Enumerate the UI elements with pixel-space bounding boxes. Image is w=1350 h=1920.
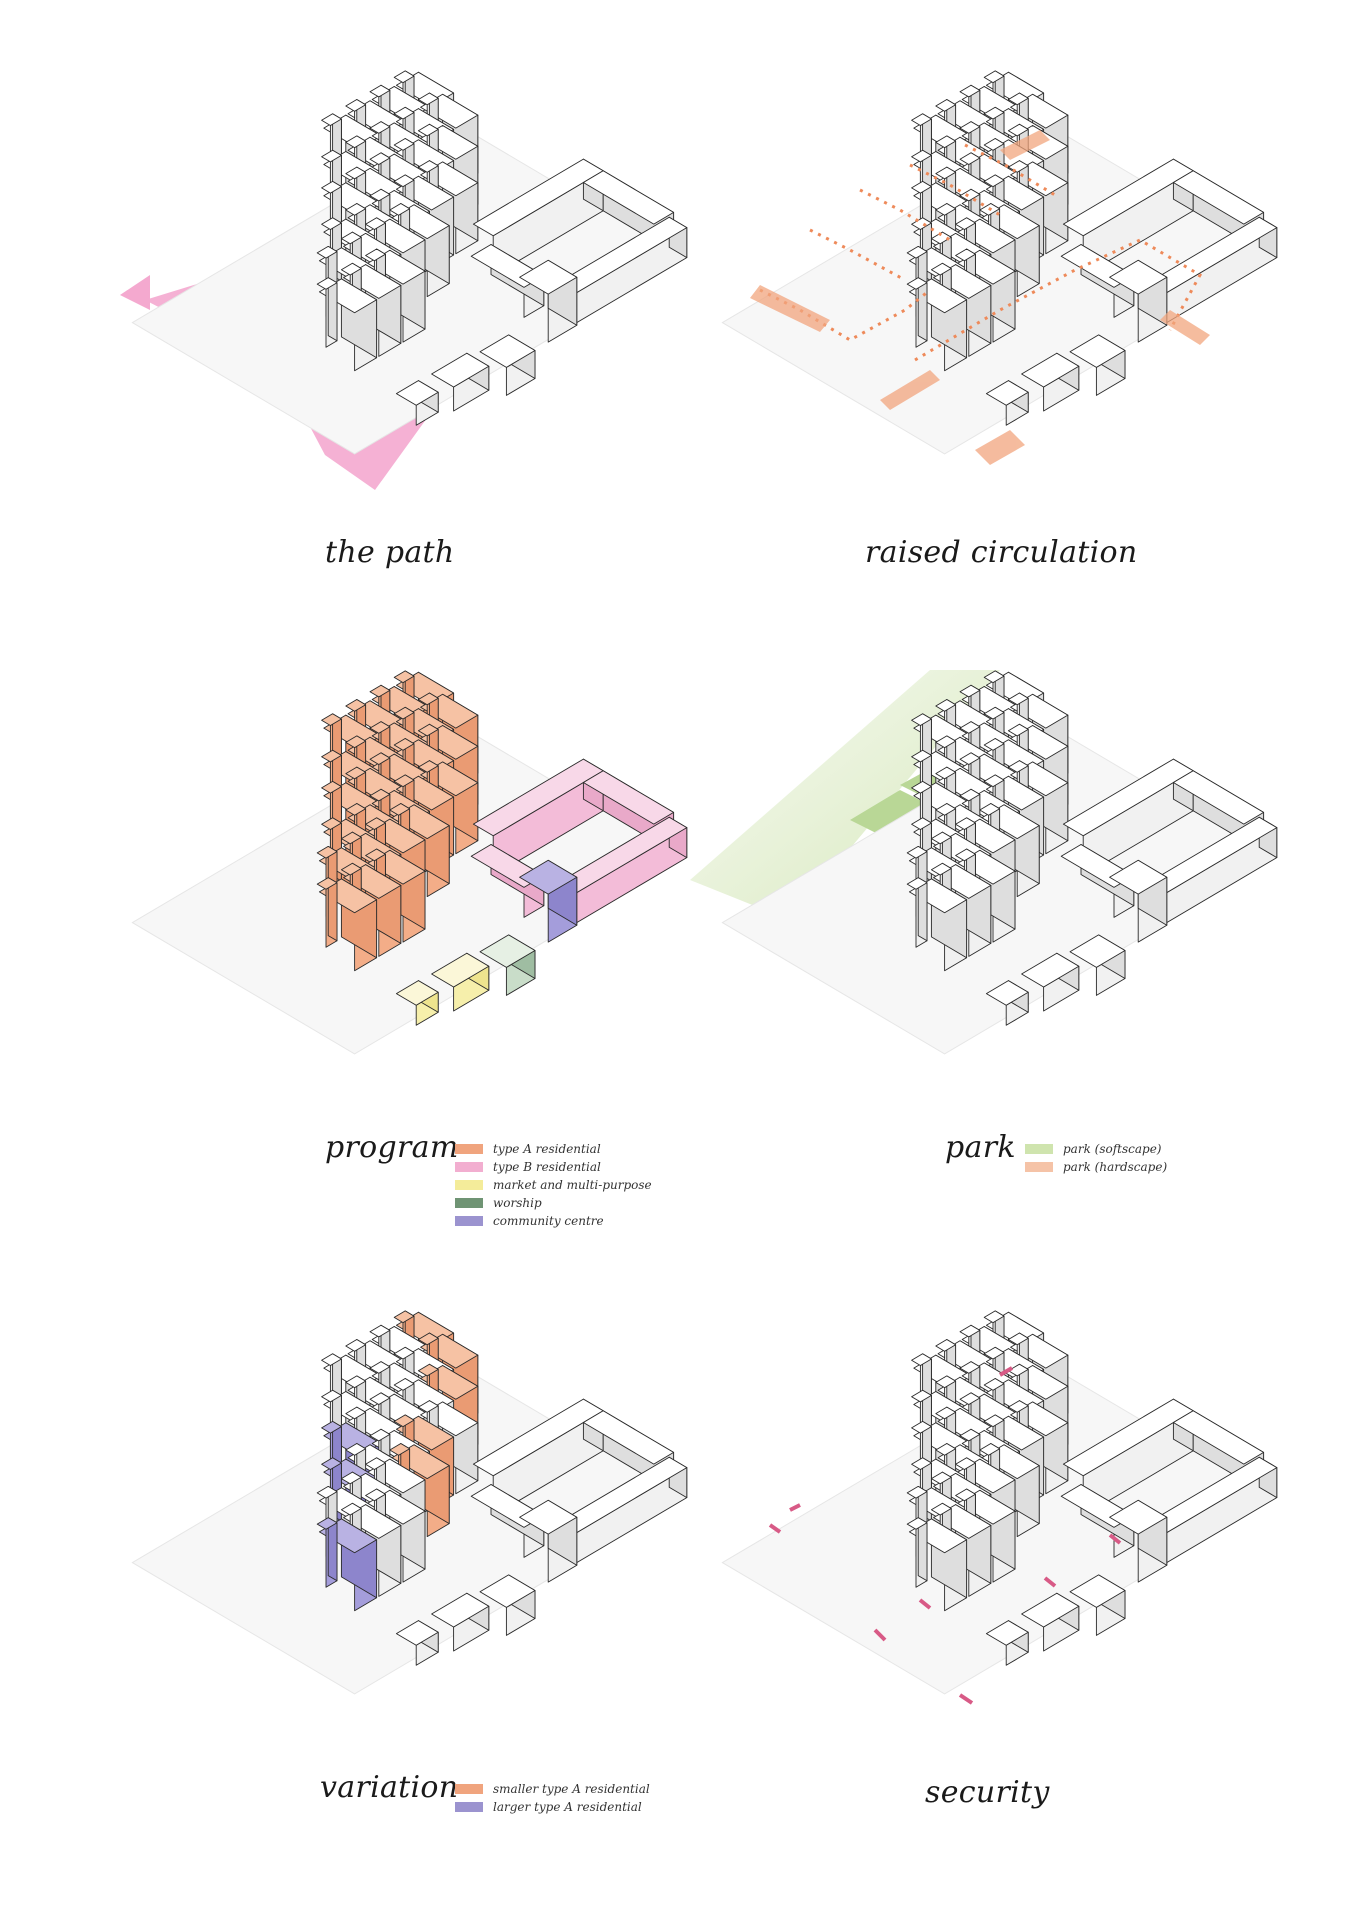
building-blocks bbox=[721, 1310, 1278, 1695]
legend-label: park (softscape) bbox=[1063, 1142, 1162, 1156]
legend-item: larger type A residential bbox=[455, 1798, 650, 1816]
legend-swatch bbox=[455, 1144, 483, 1154]
market-block bbox=[1021, 952, 1080, 1012]
residential-unit-fin bbox=[906, 877, 928, 948]
residential-unit bbox=[318, 278, 378, 372]
market-block bbox=[431, 352, 490, 412]
community-centre-block bbox=[519, 859, 578, 943]
panel-title: program bbox=[325, 1130, 459, 1165]
isometric-diagram-park bbox=[690, 670, 1278, 1055]
isometric-diagram-path bbox=[120, 70, 688, 490]
market-block bbox=[985, 1620, 1029, 1666]
residential-unit-fin bbox=[906, 1517, 928, 1588]
worship-block bbox=[479, 934, 536, 996]
legend-label: larger type A residential bbox=[493, 1800, 642, 1814]
legend-item: community centre bbox=[455, 1212, 652, 1230]
legend-item: park (softscape) bbox=[1025, 1140, 1167, 1158]
community-centre-block bbox=[519, 1499, 578, 1583]
market-block bbox=[431, 952, 490, 1012]
market-block bbox=[395, 980, 439, 1026]
residential-unit-fin bbox=[316, 1517, 338, 1588]
worship-block bbox=[1069, 1574, 1126, 1636]
isometric-diagram-variation bbox=[131, 1310, 688, 1695]
market-block bbox=[985, 980, 1029, 1026]
legend-swatch bbox=[455, 1802, 483, 1812]
legend-item: type A residential bbox=[455, 1140, 652, 1158]
legend-label: worship bbox=[493, 1196, 542, 1210]
community-centre-block bbox=[1109, 1499, 1168, 1583]
residential-unit bbox=[343, 1504, 402, 1597]
worship-block bbox=[1069, 934, 1126, 996]
panel-title: raised circulation bbox=[865, 535, 1138, 570]
isometric-diagram-program bbox=[131, 670, 688, 1055]
type-b-bar bbox=[545, 216, 688, 331]
market-block bbox=[1021, 352, 1080, 412]
circulation-pads bbox=[750, 130, 1210, 465]
legend-item: type B residential bbox=[455, 1158, 652, 1176]
market-block bbox=[985, 380, 1029, 426]
panel-program: program type A residential type B residen… bbox=[110, 670, 688, 1228]
community-centre-block bbox=[1109, 859, 1168, 943]
legend-item: park (hardscape) bbox=[1025, 1158, 1167, 1176]
type-b-bar bbox=[1135, 816, 1278, 931]
legend-swatch bbox=[1025, 1144, 1053, 1154]
legend-label: community centre bbox=[493, 1214, 604, 1228]
panel-title: variation bbox=[320, 1770, 459, 1805]
community-centre-block bbox=[1109, 259, 1168, 343]
legend-item: worship bbox=[455, 1194, 652, 1212]
legend-item: smaller type A residential bbox=[455, 1780, 650, 1798]
legend-label: smaller type A residential bbox=[493, 1782, 650, 1796]
building-blocks bbox=[131, 1310, 688, 1695]
market-block bbox=[431, 1592, 490, 1652]
residential-unit-fin bbox=[316, 877, 338, 948]
legend-label: park (hardscape) bbox=[1063, 1160, 1168, 1174]
worship-block bbox=[479, 334, 536, 396]
panel-title: security bbox=[925, 1775, 1050, 1810]
building-blocks bbox=[131, 70, 688, 455]
building-blocks bbox=[721, 70, 1278, 455]
market-block bbox=[395, 380, 439, 426]
building-blocks bbox=[131, 670, 688, 1055]
type-b-bar bbox=[1135, 1456, 1278, 1571]
residential-unit-fin bbox=[316, 277, 338, 348]
variation-legend: smaller type A residential larger type A … bbox=[455, 1780, 650, 1816]
worship-block bbox=[479, 1574, 536, 1636]
building-blocks bbox=[721, 670, 1278, 1055]
type-b-bar bbox=[545, 816, 688, 931]
market-block bbox=[1021, 1592, 1080, 1652]
legend-label: type B residential bbox=[493, 1160, 601, 1174]
panel-park: park park (softscape) park (hardscape) bbox=[690, 670, 1278, 1210]
security-gates bbox=[768, 1366, 1122, 1705]
legend-label: type A residential bbox=[493, 1142, 601, 1156]
type-b-bar bbox=[545, 1456, 688, 1571]
legend-swatch bbox=[1025, 1162, 1053, 1172]
panel-the-path: the path bbox=[110, 70, 688, 610]
isometric-diagram-security bbox=[721, 1310, 1278, 1705]
community-centre-block bbox=[519, 259, 578, 343]
type-b-bar bbox=[1062, 1398, 1194, 1517]
program-legend: type A residential type B residential mark… bbox=[455, 1140, 652, 1230]
panel-title: the path bbox=[325, 535, 455, 570]
panel-title: park bbox=[945, 1130, 1016, 1165]
legend-swatch bbox=[455, 1198, 483, 1208]
legend-label: market and multi-purpose bbox=[493, 1178, 652, 1192]
legend-swatch bbox=[455, 1180, 483, 1190]
panel-security: security bbox=[700, 1310, 1278, 1850]
isometric-diagram-raised-circulation bbox=[721, 70, 1278, 465]
legend-swatch bbox=[455, 1162, 483, 1172]
worship-block bbox=[1069, 334, 1126, 396]
legend-swatch bbox=[455, 1216, 483, 1226]
legend-item: market and multi-purpose bbox=[455, 1176, 652, 1194]
legend-swatch bbox=[455, 1784, 483, 1794]
park-legend: park (softscape) park (hardscape) bbox=[1025, 1140, 1167, 1176]
market-block bbox=[395, 1620, 439, 1666]
panel-raised-circulation: raised circulation bbox=[700, 70, 1278, 610]
panel-variation: variation smaller type A residential larg… bbox=[110, 1310, 688, 1850]
